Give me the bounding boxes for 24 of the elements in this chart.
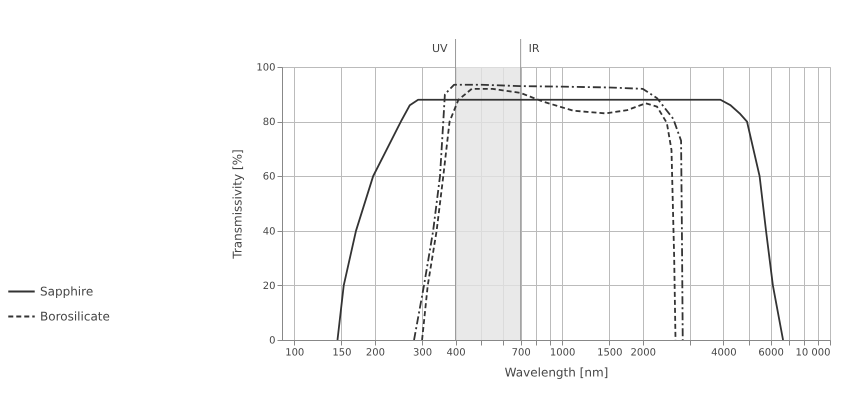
text: UV <box>432 42 448 55</box>
x-axis-title: Wavelength [nm] <box>504 366 608 380</box>
x-tick-label: 1000 <box>550 348 576 358</box>
text: IR <box>528 42 540 55</box>
x-tick-label: 4000 <box>711 348 737 358</box>
x-tick-label: 10 000 <box>796 348 830 358</box>
y-tick-label: 20 <box>262 280 276 292</box>
x-tick-label: 150 <box>332 348 352 358</box>
legend-label: Sapphire <box>40 284 94 298</box>
x-tick-label: 700 <box>512 348 531 358</box>
x-tick-label: 400 <box>446 348 466 358</box>
x-tick-label: 1500 <box>597 348 623 358</box>
y-tick-label: 80 <box>262 117 276 128</box>
x-tick-label: 100 <box>285 348 304 358</box>
x-tick-label: 300 <box>413 348 432 358</box>
y-tick-label: 100 <box>256 62 276 74</box>
x-tick-label: 2000 <box>630 348 656 358</box>
x-tick-label: 6000 <box>758 348 784 358</box>
y-tick-label: 0 <box>269 336 276 346</box>
y-tick-label: 60 <box>262 172 276 183</box>
y-tick-label: 40 <box>262 226 276 238</box>
legend-label: Borosilicate <box>40 310 110 324</box>
x-tick-label: 200 <box>366 348 385 358</box>
y-axis-title: Transmissivity [%] <box>230 149 244 260</box>
